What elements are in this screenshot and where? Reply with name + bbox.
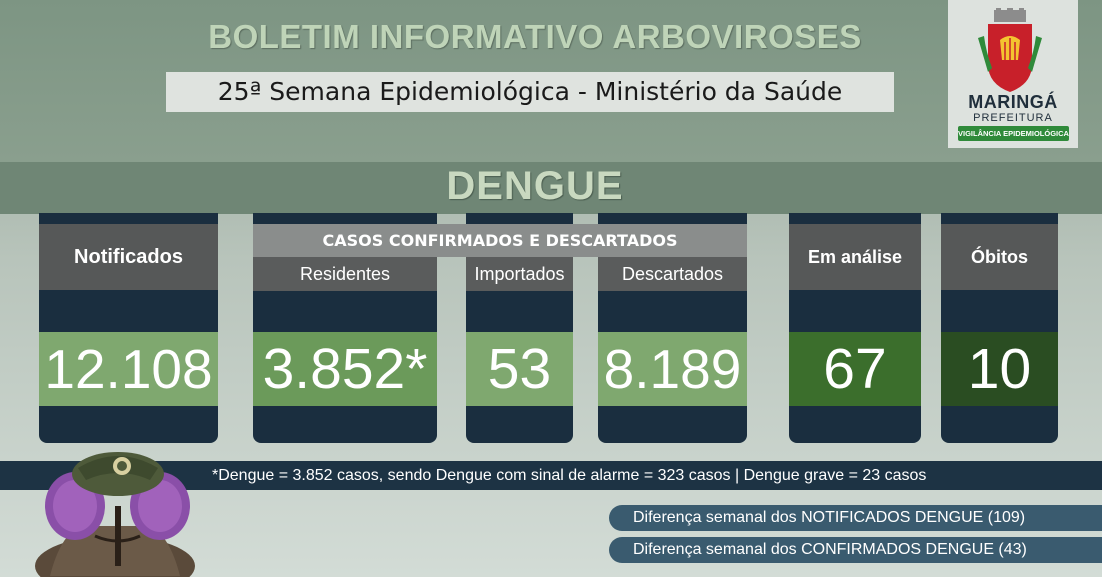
label-residentes: Residentes	[253, 257, 437, 291]
card-label: Óbitos	[941, 224, 1058, 290]
card-label: Notificados	[39, 224, 218, 290]
page-subtitle: 25ª Semana Epidemiológica - Ministério d…	[166, 72, 894, 112]
logo-badge: VIGILÂNCIA EPIDEMIOLÓGICA	[958, 126, 1069, 141]
card-value: 3.852*	[253, 332, 437, 406]
page-title: BOLETIM INFORMATIVO ARBOVIROSES	[208, 18, 862, 55]
logo-subtitle: PREFEITURA	[973, 112, 1053, 124]
label-importados: Importados	[466, 257, 573, 291]
group-header: CASOS CONFIRMADOS E DESCARTADOS	[253, 224, 747, 257]
weekly-diff-notificados: Diferença semanal dos NOTIFICADOS DENGUE…	[609, 505, 1102, 531]
card-value: 67	[789, 332, 921, 406]
label-descartados: Descartados	[598, 257, 747, 291]
card-value: 53	[466, 332, 573, 406]
card-label: Em análise	[789, 224, 921, 290]
mosquito-illustration-icon	[35, 452, 195, 577]
card-value: 10	[941, 332, 1058, 406]
section-band	[0, 162, 1102, 214]
maringa-logo: MARINGÁ PREFEITURA VIGILÂNCIA EPIDEMIOLÓ…	[948, 0, 1078, 148]
card-obitos: Óbitos 10	[941, 213, 1058, 443]
weekly-diff-confirmados: Diferença semanal dos CONFIRMADOS DENGUE…	[609, 537, 1102, 563]
logo-name: MARINGÁ	[968, 92, 1058, 112]
card-value: 8.189	[598, 332, 747, 406]
section-title: DENGUE	[446, 164, 624, 208]
footnote: *Dengue = 3.852 casos, sendo Dengue com …	[212, 467, 927, 484]
card-value: 12.108	[39, 332, 218, 406]
card-notificados: Notificados 12.108	[39, 213, 218, 443]
card-em-analise: Em análise 67	[789, 213, 921, 443]
coat-of-arms-icon	[978, 8, 1042, 92]
